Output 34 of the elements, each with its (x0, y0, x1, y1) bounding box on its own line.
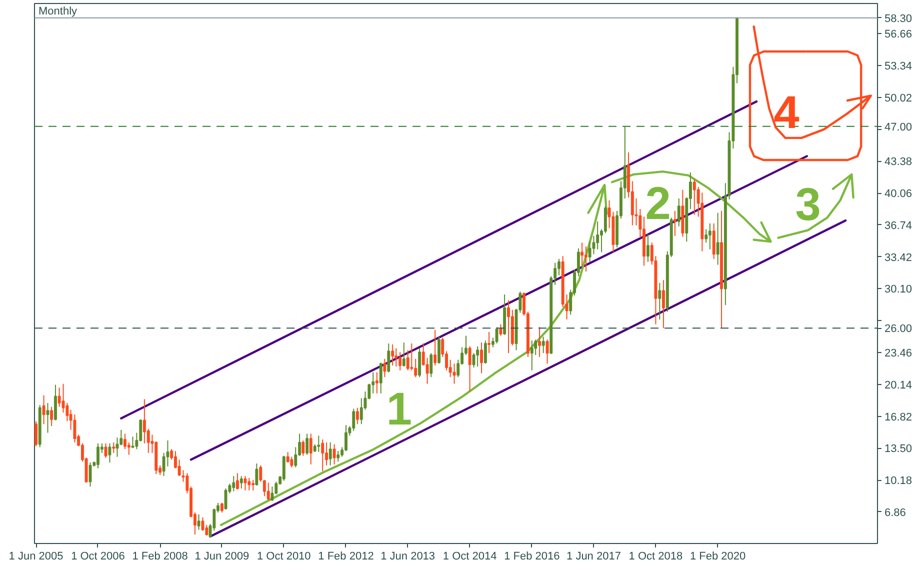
y-tick-label: 20.14 (884, 379, 912, 392)
x-tick-label: 1 Oct 2010 (256, 550, 311, 562)
x-tick-label: 1 Oct 2006 (71, 550, 125, 562)
x-tick-label: 1 Feb 2016 (504, 550, 560, 562)
y-tick-label: 16.82 (884, 411, 912, 424)
x-tick-label: 1 Jun 2009 (194, 550, 250, 562)
ref-line-label: 47.00 (884, 121, 912, 134)
x-tick-label: 1 Oct 2014 (442, 550, 497, 562)
y-tick-label: 10.18 (884, 475, 912, 488)
annotation: 3 (795, 178, 821, 230)
y-tick-label: 30.10 (884, 284, 912, 296)
annotation: 2 (645, 177, 671, 230)
x-tick-label: 1 Oct 2018 (628, 550, 683, 562)
x-tick-label: 1 Feb 2012 (318, 550, 374, 562)
y-tick-label: 23.46 (884, 347, 912, 360)
y-tick-label: 6.86 (884, 506, 906, 519)
x-tick-label: 1 Jun 2017 (566, 550, 621, 562)
y-tick-label: 50.02 (884, 92, 912, 104)
ref-line-label: 26.00 (884, 323, 912, 336)
x-tick-label: 1 Feb 2020 (690, 550, 746, 562)
x-tick-label: 1 Feb 2008 (132, 550, 188, 562)
chart-title: Monthly (38, 6, 78, 18)
annotation: 4 (774, 86, 800, 138)
y-tick-label: 53.34 (884, 60, 912, 73)
y-tick-label: 40.06 (884, 188, 912, 200)
y-tick-label: 36.74 (884, 220, 912, 232)
y-tick-label: 13.50 (884, 443, 912, 456)
annotation: 1 (386, 382, 412, 435)
y-tick-label: 43.38 (884, 156, 912, 168)
y-tick-label: 33.42 (884, 252, 912, 264)
y-tick-label: 56.66 (884, 28, 912, 41)
x-tick-label: 1 Jun 2013 (380, 550, 436, 562)
x-tick-label: 1 Jun 2005 (8, 550, 64, 562)
ref-line-label: 58.30 (884, 12, 912, 25)
